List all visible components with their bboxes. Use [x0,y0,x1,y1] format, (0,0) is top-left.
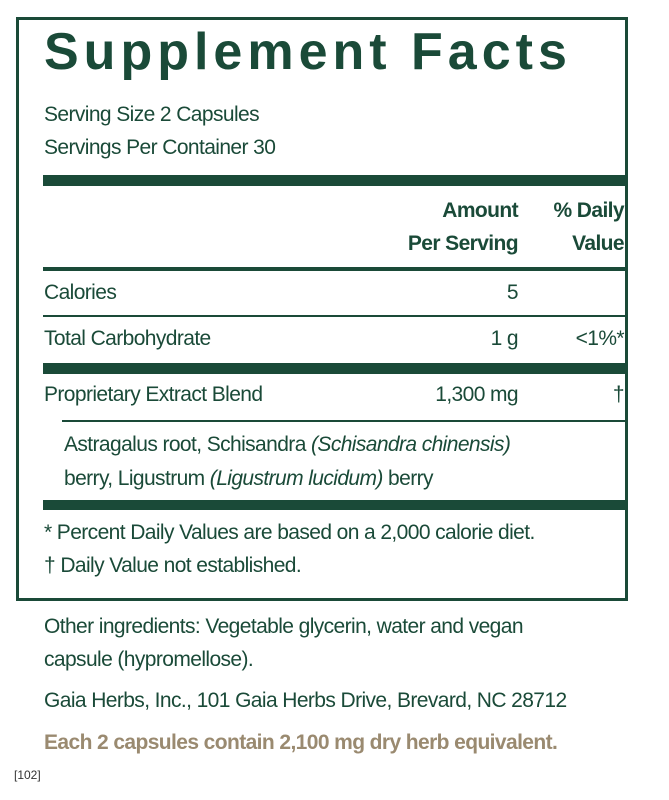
label-code: [102] [14,768,41,782]
row-amount: 1,300 mg [435,383,518,406]
row-name: Total Carbohydrate [44,327,211,350]
thick-divider [43,500,625,510]
row-name: Calories [44,281,117,304]
header-divider [43,267,625,271]
other-ingredients: Other ingredients: Vegetable glycerin, w… [44,615,524,638]
facts-panel [16,17,628,601]
row-divider [43,315,625,317]
thick-divider [43,363,625,374]
footnote-daily-values: * Percent Daily Values are based on a 2,… [44,521,535,544]
footnote-not-established: † Daily Value not established. [44,554,302,577]
herb-equivalent: Each 2 capsules contain 2,100 mg dry her… [44,731,558,754]
row-divider [62,420,625,422]
thick-divider [43,175,625,186]
row-daily-value: <1%* [575,327,625,350]
row-amount: 5 [506,281,519,304]
manufacturer-address: Gaia Herbs, Inc., 101 Gaia Herbs Drive, … [44,689,567,712]
row-name: Proprietary Extract Blend [44,383,263,406]
serving-size: Serving Size 2 Capsules [44,103,260,126]
panel-title: Supplement Facts [44,23,572,81]
daily-value-header: % Daily Value [553,199,625,255]
row-daily-value: † [612,383,625,406]
blend-ingredients: Astragalus root, Schisandra (Schisandra … [64,433,511,490]
other-ingredients-cont: capsule (hypromellose). [44,648,254,671]
amount-header: Amount Per Serving [407,199,519,255]
row-amount: 1 g [490,327,519,350]
servings-per-container: Servings Per Container 30 [44,136,276,159]
